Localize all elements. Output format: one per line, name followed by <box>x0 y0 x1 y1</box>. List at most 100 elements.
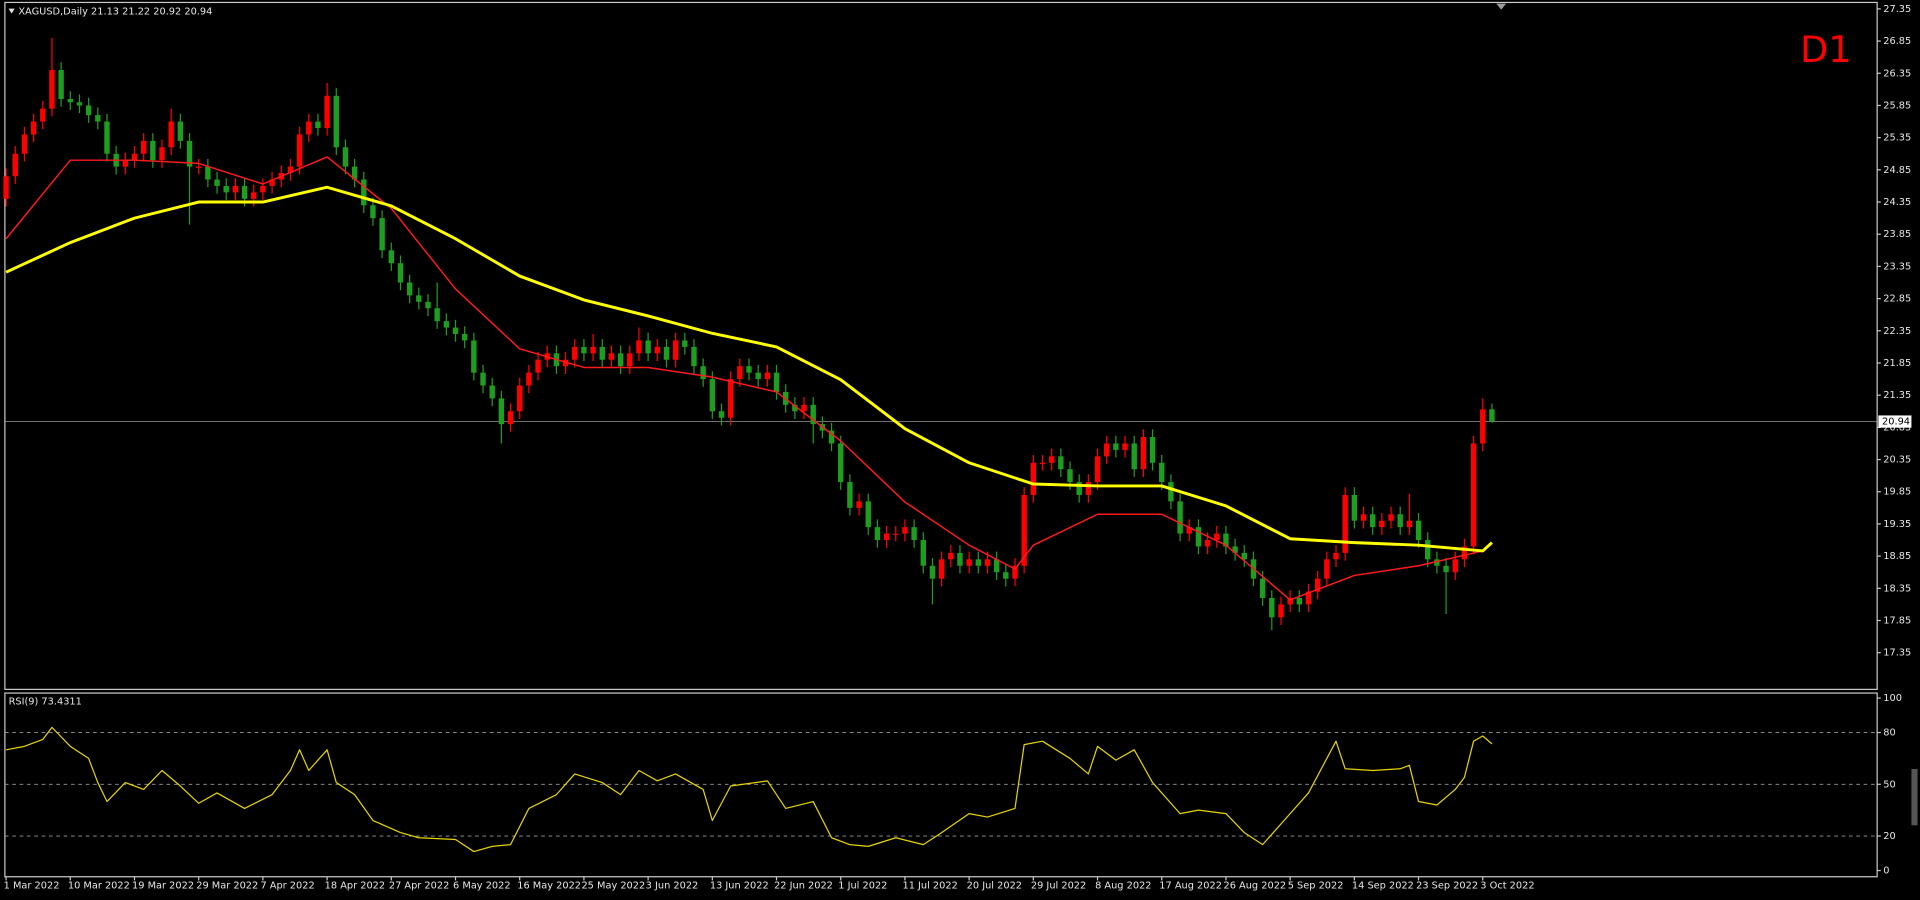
candle-body <box>1480 409 1486 444</box>
y-tick-label: 23.85 <box>1883 229 1911 240</box>
candle-body <box>287 166 294 174</box>
candle-body <box>214 179 220 186</box>
candle-body <box>361 179 367 206</box>
candle-body <box>1461 546 1468 560</box>
candle-body <box>865 501 871 528</box>
candle-body <box>599 346 605 360</box>
candle-body <box>1168 482 1174 502</box>
candle-body <box>1443 565 1449 573</box>
candle-body <box>517 385 523 412</box>
candle-body <box>847 482 853 508</box>
y-tick-label: 23.35 <box>1883 261 1911 272</box>
candle-body <box>443 321 450 328</box>
y-tick-label: 0 <box>1883 866 1889 877</box>
candle-body <box>727 379 734 418</box>
candle-body <box>498 398 505 425</box>
y-tick-label: 17.35 <box>1883 648 1911 659</box>
price-panel-frame <box>4 1 1878 690</box>
candle-body <box>572 346 578 360</box>
candle-body <box>526 372 532 386</box>
candle-body <box>856 501 862 508</box>
x-tick-label: 3 Jun 2022 <box>646 880 699 891</box>
candle-body <box>104 121 110 154</box>
candle-body <box>1039 462 1046 464</box>
candle-body <box>764 372 771 380</box>
candle-body <box>920 540 926 566</box>
price-panel-title: XAGUSD,Daily 21.13 21.22 20.92 20.94 <box>18 7 212 18</box>
candle-body <box>828 430 835 444</box>
candle-body <box>85 105 92 116</box>
candle-body <box>755 372 761 380</box>
candle-body <box>984 559 991 566</box>
x-tick-label: 6 May 2022 <box>453 880 511 891</box>
x-tick-label: 22 Jun 2022 <box>774 880 833 891</box>
last-price-box <box>1878 415 1912 428</box>
x-tick-label: 5 Sep 2022 <box>1288 880 1344 891</box>
candle-body <box>737 366 743 380</box>
candle-body <box>1369 514 1376 528</box>
candle-body <box>663 346 670 360</box>
candle-body <box>452 327 459 335</box>
candle-body <box>1085 482 1092 495</box>
candle-body <box>1470 443 1477 547</box>
candle-body <box>406 282 413 296</box>
candle-body <box>1094 456 1101 483</box>
candle-body <box>929 565 936 579</box>
x-tick-label: 1 Jul 2022 <box>838 880 887 891</box>
candle-body <box>1104 443 1110 457</box>
candle-body <box>241 185 248 199</box>
candle-body <box>1241 552 1247 560</box>
candle-body <box>581 346 587 354</box>
candle-body <box>838 443 844 483</box>
y-tick-label: 24.35 <box>1883 197 1911 208</box>
candle-body <box>1021 494 1027 566</box>
rsi-panel-title: RSI(9) 73.4311 <box>9 697 82 708</box>
candle-body <box>1314 578 1321 592</box>
candle-body <box>562 359 569 367</box>
candle-body <box>682 340 688 347</box>
candle-body <box>30 121 37 135</box>
candle-body <box>691 346 697 367</box>
candle-body <box>636 340 642 354</box>
timeframe-label: D1 <box>1800 28 1852 71</box>
candle-body <box>966 559 972 566</box>
candle-body <box>957 552 963 566</box>
candle-body <box>810 404 816 425</box>
y-tick-label: 24.85 <box>1883 165 1911 176</box>
candle-body <box>251 192 257 199</box>
candle-body <box>1159 462 1165 483</box>
candle-body <box>608 353 615 360</box>
candle-body <box>1204 540 1211 547</box>
candle-body <box>883 533 890 541</box>
candle-body <box>507 411 514 425</box>
candle-body <box>379 218 385 251</box>
candle-body <box>1067 469 1073 483</box>
y-tick-label: 20 <box>1883 831 1895 842</box>
x-tick-label: 14 Sep 2022 <box>1352 880 1414 891</box>
y-tick-label: 19.85 <box>1883 487 1911 498</box>
last-price-label: 20.94 <box>1882 417 1910 428</box>
candle-body <box>893 533 899 535</box>
candle-body <box>269 179 275 186</box>
x-tick-label: 27 Apr 2022 <box>389 880 449 891</box>
candle-body <box>948 552 954 560</box>
candle-body <box>1379 520 1385 528</box>
candle-body <box>150 140 156 161</box>
x-tick-label: 23 Sep 2022 <box>1416 880 1478 891</box>
candle-body <box>296 134 303 167</box>
y-tick-label: 25.85 <box>1883 100 1911 111</box>
candle-body <box>1149 437 1156 463</box>
candle-body <box>1186 527 1192 534</box>
y-tick-label: 20.85 <box>1883 422 1911 433</box>
y-tick-label: 26.85 <box>1883 36 1911 47</box>
y-tick-label: 80 <box>1883 728 1895 739</box>
x-tick-label: 29 Mar 2022 <box>196 880 258 891</box>
candle-body <box>535 359 541 373</box>
candle-body <box>425 301 431 309</box>
candle-body <box>177 121 184 141</box>
indicator-line <box>5 726 1493 853</box>
x-tick-label: 19 Mar 2022 <box>132 880 194 891</box>
candle-body <box>709 379 716 412</box>
